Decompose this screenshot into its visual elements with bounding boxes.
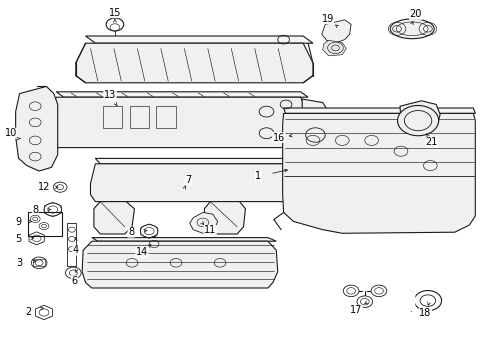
Circle shape [397, 105, 438, 136]
Bar [28, 212, 61, 236]
Text: 11: 11 [203, 225, 216, 235]
Text: 13: 13 [103, 90, 116, 100]
Text: 21: 21 [424, 137, 437, 147]
Polygon shape [322, 40, 346, 56]
Text: 20: 20 [408, 9, 421, 19]
Circle shape [413, 291, 441, 311]
Polygon shape [16, 86, 58, 171]
Polygon shape [94, 202, 134, 234]
Bar [67, 223, 76, 266]
Text: 7: 7 [185, 175, 191, 185]
Bar [102, 106, 122, 128]
Bar [156, 106, 176, 128]
Polygon shape [399, 101, 439, 129]
Polygon shape [95, 158, 288, 164]
Polygon shape [321, 20, 350, 42]
Circle shape [356, 296, 372, 307]
Text: 17: 17 [349, 305, 362, 315]
Text: 8: 8 [128, 227, 134, 237]
Polygon shape [82, 241, 277, 288]
Text: 1: 1 [255, 171, 261, 181]
Text: 19: 19 [321, 14, 333, 24]
Polygon shape [90, 164, 288, 202]
Bar [33, 259, 45, 266]
Text: 12: 12 [38, 182, 50, 192]
Polygon shape [56, 92, 307, 97]
Polygon shape [76, 43, 312, 83]
Text: 15: 15 [108, 8, 121, 18]
Text: 9: 9 [16, 217, 21, 228]
Polygon shape [92, 238, 276, 241]
Text: 6: 6 [71, 276, 77, 286]
Polygon shape [302, 99, 328, 157]
Circle shape [343, 285, 358, 297]
Text: 10: 10 [4, 128, 17, 138]
Text: 2: 2 [25, 307, 31, 318]
Bar [129, 106, 149, 128]
Text: 14: 14 [135, 247, 148, 257]
Text: 4: 4 [73, 245, 79, 255]
Polygon shape [189, 212, 217, 233]
Circle shape [370, 285, 386, 297]
Polygon shape [85, 36, 312, 43]
Text: 8: 8 [32, 204, 38, 215]
Polygon shape [49, 97, 307, 148]
Polygon shape [282, 113, 474, 233]
Polygon shape [204, 202, 245, 234]
Polygon shape [283, 108, 474, 113]
Text: 3: 3 [17, 258, 22, 268]
Ellipse shape [389, 19, 433, 39]
Polygon shape [410, 291, 414, 311]
Text: 5: 5 [16, 234, 21, 244]
Text: 16: 16 [272, 132, 285, 143]
Text: 18: 18 [418, 308, 431, 318]
